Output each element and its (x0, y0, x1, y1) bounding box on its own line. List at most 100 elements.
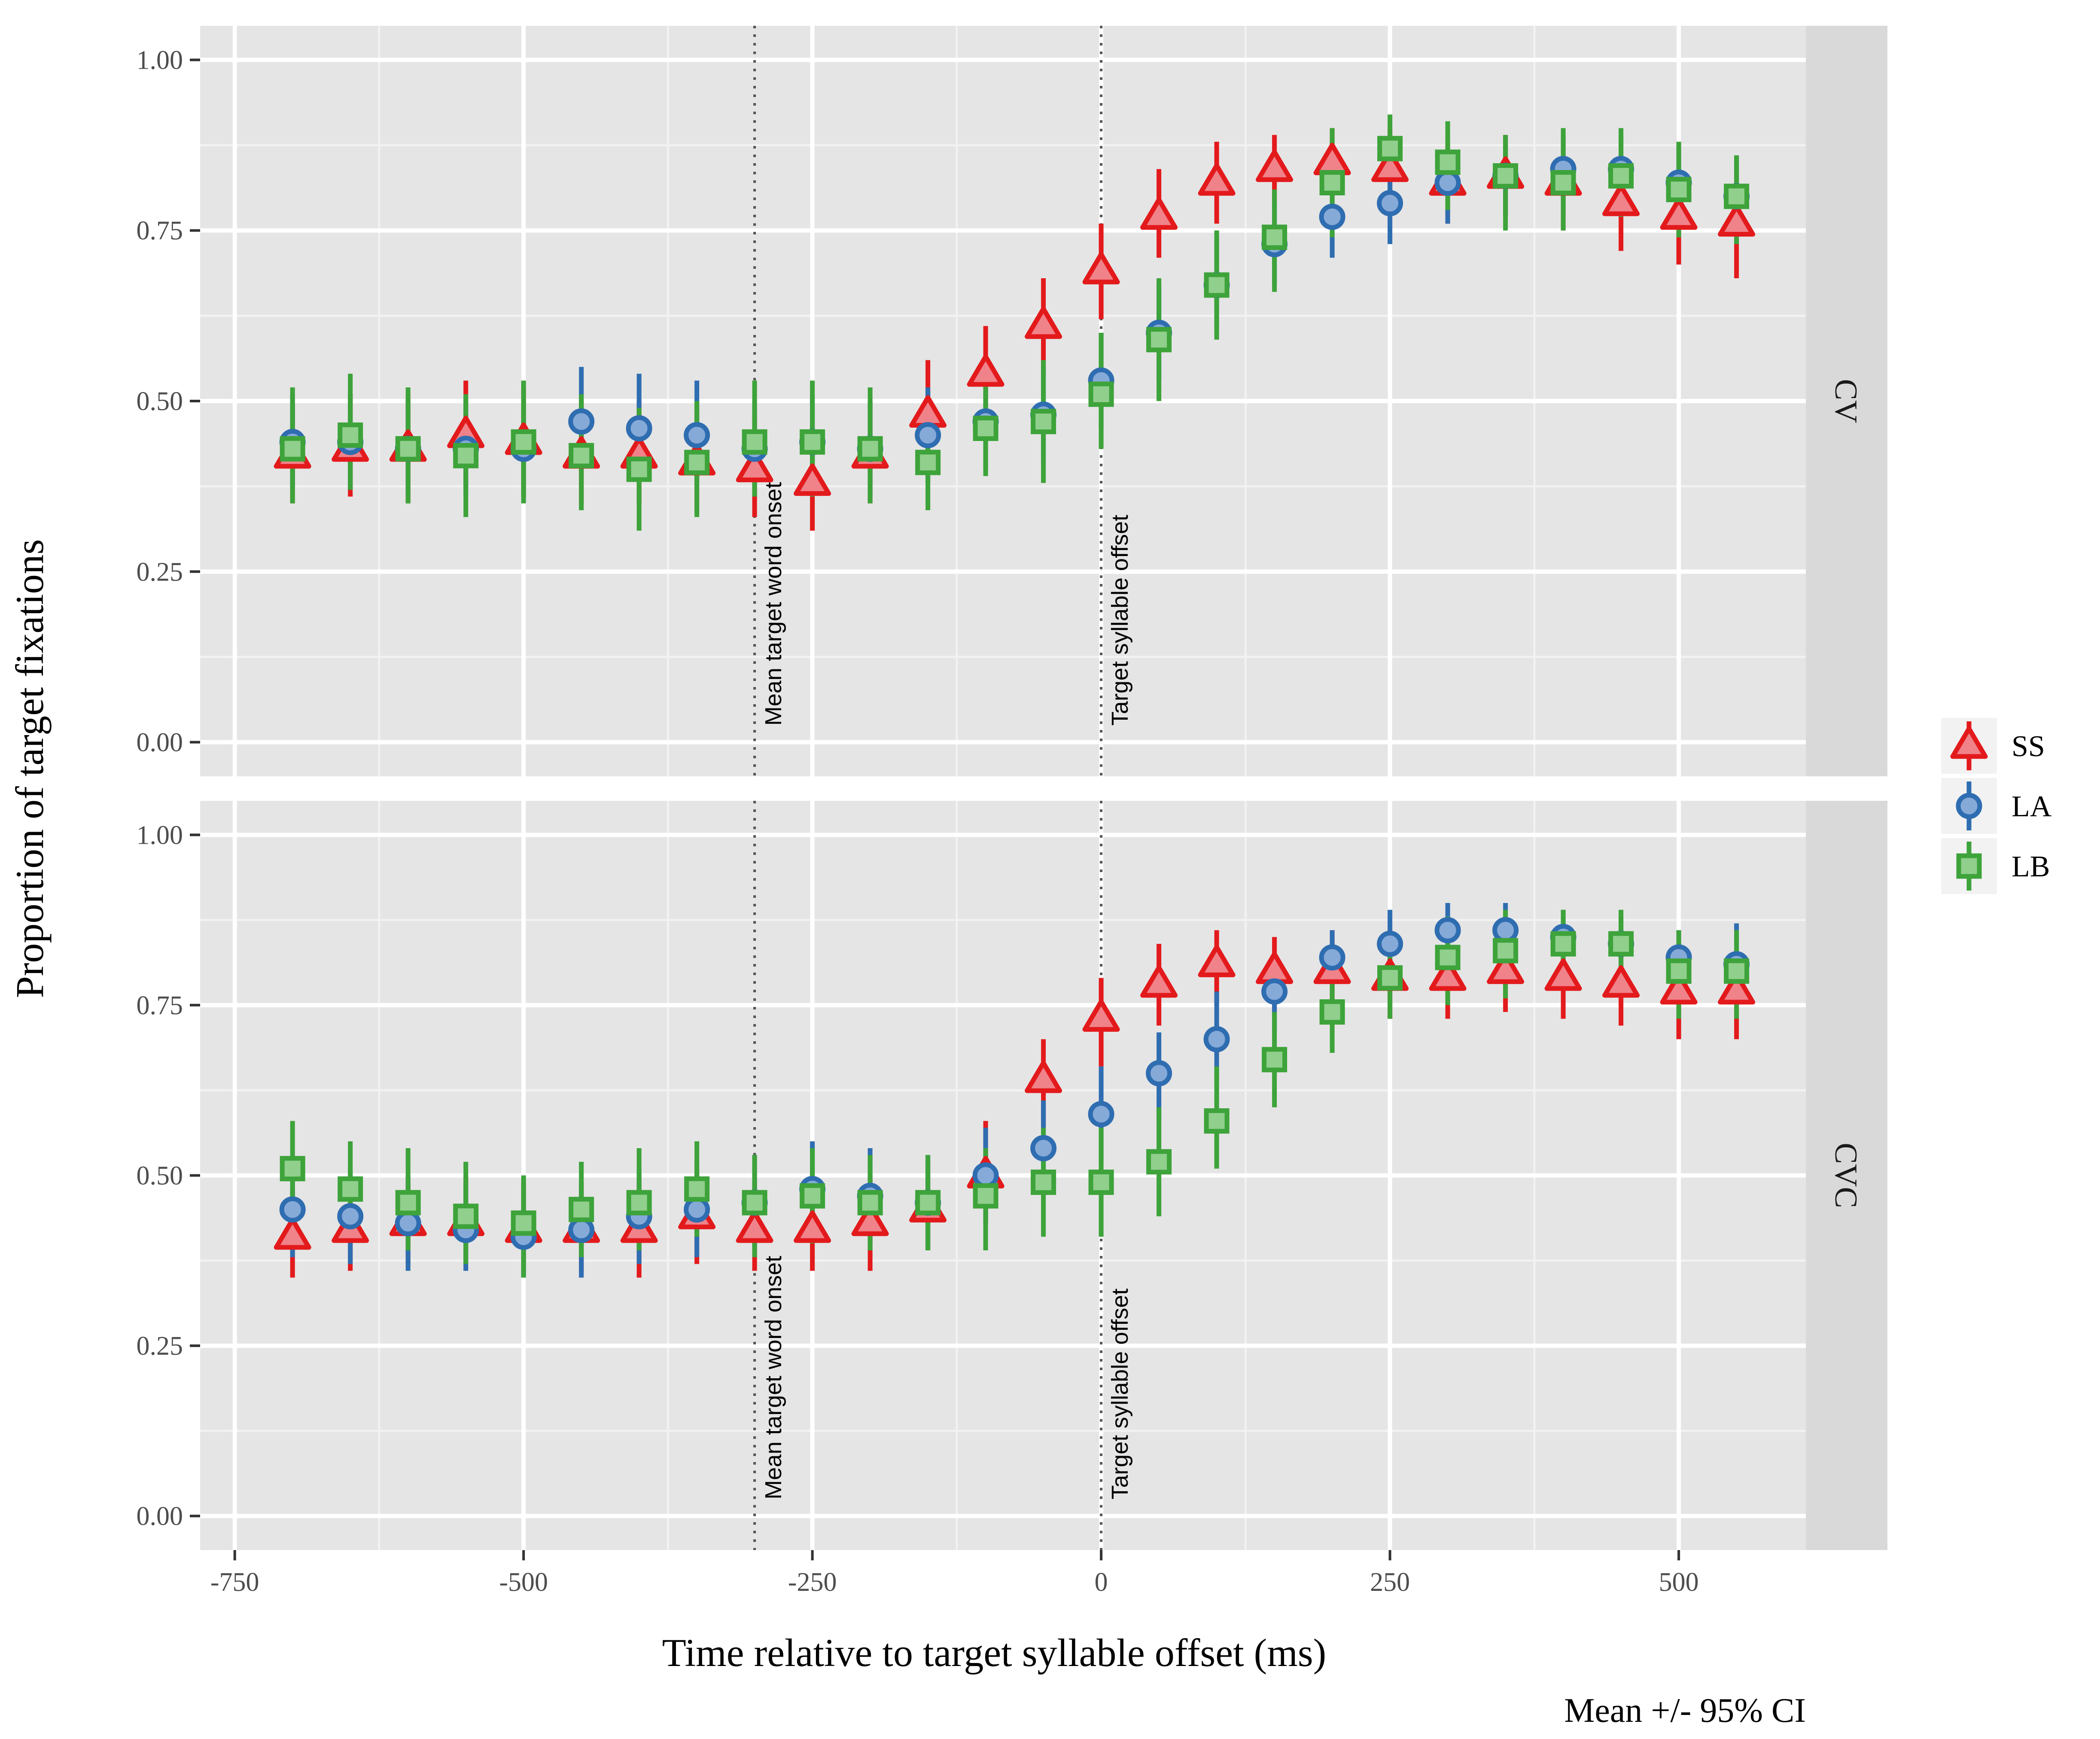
point-la (1261, 978, 1288, 1005)
point-la (568, 408, 595, 435)
legend: SS LA LB (1941, 718, 2052, 894)
reference-line-label: Target syllable offset (1107, 1289, 1133, 1499)
point-lb (395, 1190, 421, 1216)
facet-strip-label: CV (1828, 379, 1863, 423)
legend-label: LA (2012, 790, 2052, 823)
point-ss (1082, 999, 1120, 1032)
x-axis: -750 -500 -250 0 250 500 (210, 1550, 1699, 1597)
point-lb (1262, 1047, 1287, 1073)
legend-item-la: LA (1941, 778, 2052, 834)
point-lb (338, 1176, 363, 1202)
point-la (1492, 917, 1519, 943)
chart-caption: Mean +/- 95% CI (1564, 1692, 1806, 1730)
point-lb (569, 1197, 594, 1222)
y-tick-label: 0.50 (137, 1161, 183, 1191)
point-la (1146, 1060, 1172, 1087)
point-lb (1377, 136, 1403, 161)
reference-line-label: Mean target word onset (761, 482, 786, 726)
x-tick-label: 500 (1659, 1568, 1699, 1597)
point-la (684, 422, 710, 448)
point-lb (742, 1190, 767, 1216)
point-ss (1429, 958, 1467, 991)
y-tick-label: 0.25 (137, 1332, 183, 1361)
legend-key-marker (1956, 853, 1982, 879)
point-la (1203, 1026, 1230, 1052)
y-tick-label: 0.75 (137, 216, 183, 246)
point-ss (794, 463, 831, 496)
point-lb (280, 1156, 305, 1182)
point-lb (1204, 272, 1230, 298)
data-points (274, 903, 1756, 1278)
point-ss (1544, 958, 1582, 991)
point-ss (1140, 197, 1178, 230)
legend-key-marker (1956, 793, 1982, 819)
point-lb (800, 429, 825, 455)
point-lb (1435, 149, 1461, 175)
point-ss (794, 1210, 831, 1243)
point-ss (1025, 306, 1062, 339)
panels-layer: 0.00 0.25 0.50 0.75 1.00 Mean target word ons… (137, 26, 1887, 1550)
point-ss (736, 1210, 773, 1243)
point-la (568, 1216, 595, 1243)
point-ss (1082, 252, 1120, 285)
point-lb (626, 1190, 652, 1216)
point-lb (1608, 931, 1634, 957)
point-ss (736, 450, 773, 483)
point-lb (1088, 1169, 1114, 1195)
point-lb (1608, 163, 1634, 189)
point-lb (453, 443, 479, 468)
point-lb (742, 429, 767, 455)
facet-strip-label: CVC (1828, 1143, 1863, 1208)
point-ss (1660, 972, 1698, 1005)
y-axis-title: Proportion of target fixations (8, 539, 52, 998)
point-la (1319, 204, 1345, 230)
legend-key-marker (1950, 726, 1988, 759)
point-la (1434, 169, 1461, 196)
point-ss (967, 354, 1004, 387)
point-lb (280, 436, 305, 462)
point-lb (338, 422, 363, 448)
panel-cvc: 0.00 0.25 0.50 0.75 1.00 Mean target word ons… (137, 801, 1887, 1550)
point-la (1377, 930, 1403, 957)
point-lb (800, 1183, 825, 1209)
y-tick-label: 0.50 (137, 387, 183, 416)
x-tick-label: -500 (499, 1568, 548, 1597)
point-la (915, 422, 941, 448)
facet-strip (1806, 26, 1887, 776)
point-lb (1724, 958, 1750, 984)
facet-strip (1806, 801, 1887, 1550)
x-tick-label: 250 (1370, 1568, 1410, 1597)
point-lb (973, 416, 998, 441)
y-tick-label: 0.00 (137, 1502, 183, 1531)
point-lb (511, 1210, 536, 1236)
point-lb (1262, 225, 1287, 250)
point-lb (1666, 958, 1692, 984)
point-lb (511, 429, 536, 455)
point-lb (1493, 938, 1519, 964)
legend-label: LB (2012, 850, 2050, 883)
y-tick-label: 1.00 (137, 46, 183, 75)
legend-item-ss: SS (1941, 718, 2045, 774)
point-lb (1724, 183, 1750, 209)
point-lb (569, 443, 594, 468)
x-tick-label: 0 (1095, 1568, 1108, 1597)
point-ss (1718, 972, 1756, 1005)
point-ss (851, 1204, 889, 1236)
point-lb (684, 450, 710, 475)
point-ss (1025, 1061, 1062, 1093)
point-lb (1204, 1108, 1230, 1134)
point-la (1030, 1135, 1057, 1161)
point-lb (973, 1183, 998, 1209)
panel-cv: 0.00 0.25 0.50 0.75 1.00 Mean target word ons… (137, 26, 1887, 776)
point-la (684, 1196, 710, 1223)
point-lb (684, 1176, 710, 1202)
point-lb (1088, 381, 1114, 407)
x-tick-label: -750 (210, 1568, 259, 1597)
point-ss (1256, 149, 1293, 182)
point-lb (1493, 163, 1519, 189)
y-tick-label: 1.00 (137, 821, 183, 850)
point-ss (1602, 965, 1640, 998)
point-ss (1718, 204, 1756, 237)
point-lb (395, 436, 421, 462)
